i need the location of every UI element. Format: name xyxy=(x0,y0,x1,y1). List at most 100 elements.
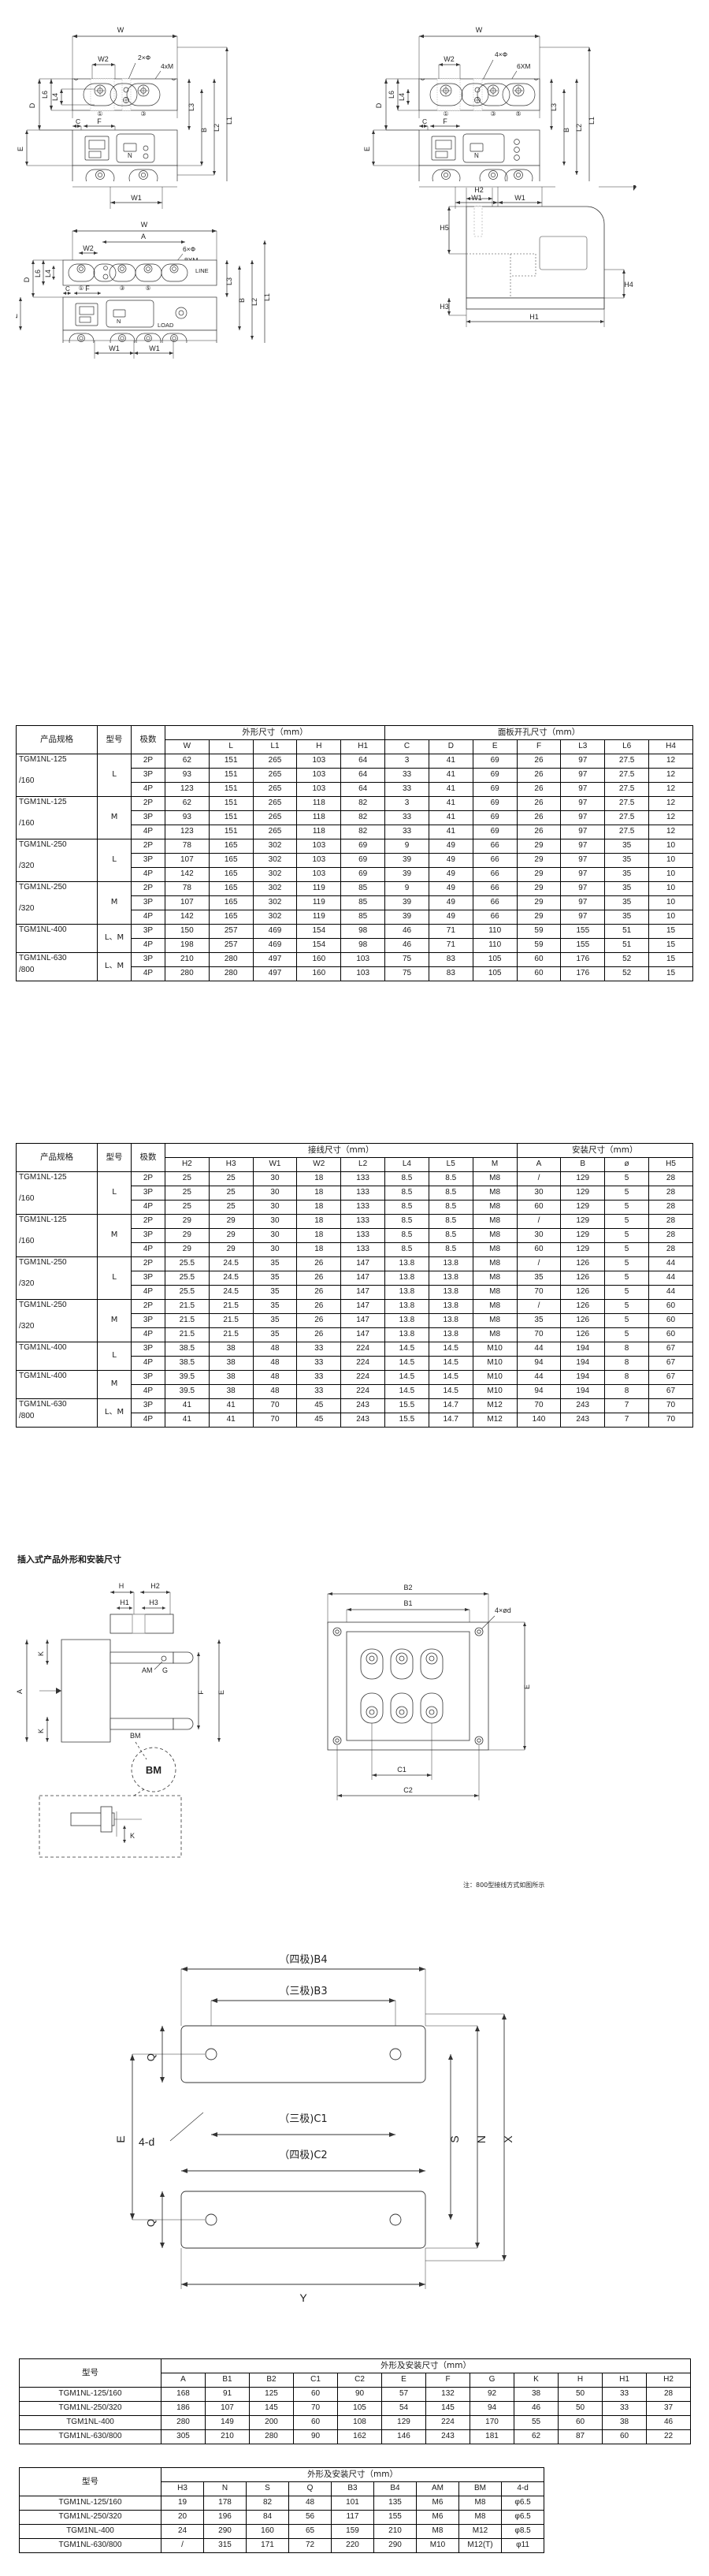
col-F-header: F xyxy=(516,739,562,754)
cell-value: 10 xyxy=(648,853,693,868)
cell-value: 30 xyxy=(252,1228,298,1243)
cell-poles: 2P xyxy=(131,796,165,811)
cell-value: 97 xyxy=(560,910,606,925)
cell-value: 145 xyxy=(425,2401,470,2416)
col-G-header: G xyxy=(470,2373,514,2388)
cell-value: 14.7 xyxy=(428,1398,473,1413)
cell-value: 69 xyxy=(472,768,518,783)
cell-value: 83 xyxy=(428,952,473,967)
table-row: 4P 38.5 38 48 33 224 14.5 14.5 M10 94 194 8 67 xyxy=(17,1356,694,1371)
cell-value: 210 xyxy=(373,2524,417,2539)
col-L6-header: L6 xyxy=(604,739,650,754)
cell-value: 10 xyxy=(648,839,693,854)
cell-value: 119 xyxy=(296,910,342,925)
cell-value: 28 xyxy=(645,2387,692,2402)
svg-text:③: ③ xyxy=(490,110,496,117)
cell-value: 119 xyxy=(296,895,342,910)
cell-value: 133 xyxy=(340,1214,385,1229)
cell-value: 469 xyxy=(252,924,298,939)
cell-value: 41 xyxy=(428,796,473,811)
cell-value: 44 xyxy=(516,1342,562,1357)
cell-value: 48 xyxy=(288,2496,332,2511)
cell-value: 101 xyxy=(331,2496,374,2511)
svg-text:A: A xyxy=(141,233,146,240)
drawing-plugin-side: H H2 H1 H3 xyxy=(16,1576,276,1915)
section-heading-plugin: 插入式产品外形和安装尺寸 xyxy=(17,1554,121,1565)
cell-value: 170 xyxy=(470,2415,514,2430)
cell-value: 15.5 xyxy=(384,1398,429,1413)
cell-value: 66 xyxy=(472,867,518,882)
svg-text:L3: L3 xyxy=(225,277,233,285)
cell-value: 97 xyxy=(560,895,606,910)
svg-text:BM: BM xyxy=(146,1764,161,1776)
col-C-header: C xyxy=(384,739,429,754)
cell-value: 69 xyxy=(472,825,518,839)
cell-value: 48 xyxy=(252,1384,298,1399)
cell-value: 50 xyxy=(558,2387,603,2402)
cell-value: 29 xyxy=(208,1242,254,1257)
col-B4-header: B4 xyxy=(373,2481,417,2496)
cell-value: 243 xyxy=(340,1398,385,1413)
cell-value: 129 xyxy=(560,1200,606,1215)
table-row: TGM1NL-400 24 290 160 65 159 210 M8 M12 φ8.5 xyxy=(19,2524,545,2539)
cell-value: 41 xyxy=(428,754,473,769)
subheader-row-plugin-b: H3 N S Q B3 B4 AM BM 4-d xyxy=(20,2481,545,2496)
cell-value: 3 xyxy=(384,796,429,811)
cell-value: 123 xyxy=(164,825,210,839)
cell-value: 28 xyxy=(648,1200,694,1215)
cell-value: φ6.5 xyxy=(500,2496,545,2511)
cell-value: 8.5 xyxy=(428,1171,473,1186)
cell-value: 14.5 xyxy=(384,1370,429,1385)
cell-poles: 3P xyxy=(131,952,165,967)
cell-value: 66 xyxy=(472,895,518,910)
cell-value: 49 xyxy=(428,895,473,910)
cell-poles: 3P xyxy=(131,810,165,825)
cell-value: 50 xyxy=(558,2401,603,2416)
cell-value: 257 xyxy=(208,924,254,939)
col-B3-header: B3 xyxy=(331,2481,374,2496)
dimension-w1-4p: W1 W1 xyxy=(16,339,370,363)
cell-value: 12 xyxy=(648,782,693,797)
cell-value: 24.5 xyxy=(208,1271,254,1286)
cell-poles: 3P xyxy=(131,1313,165,1328)
table-row: 4P 142 165 302 119 85 39 49 66 29 97 35 10 xyxy=(17,910,693,925)
svg-text:F: F xyxy=(443,117,447,125)
cell-poles: 4P xyxy=(131,1200,165,1215)
cell-value: 117 xyxy=(331,2510,374,2525)
table-row: 3P 29 29 30 18 133 8.5 8.5 M8 30 129 5 28 xyxy=(17,1228,694,1243)
cell-value: 302 xyxy=(252,881,298,896)
cell-value: 10 xyxy=(648,910,693,925)
table-wiring: 产品规格 型号 极数 接线尺寸（mm） 安装尺寸（mm） H2 H3 W1 W2 L2 L… xyxy=(15,1143,694,1428)
svg-text:L3: L3 xyxy=(187,103,195,111)
group-wiring-dims: 接线尺寸（mm） xyxy=(164,1143,518,1158)
cell-model: L xyxy=(97,1256,132,1300)
cell-value: 123 xyxy=(164,782,210,797)
svg-text:L2: L2 xyxy=(213,124,221,132)
cell-value: 84 xyxy=(246,2510,289,2525)
svg-text:W: W xyxy=(117,26,124,34)
cell-value: 25 xyxy=(164,1200,210,1215)
cell-value: 30 xyxy=(516,1186,562,1201)
cell-poles: 4P xyxy=(131,1242,165,1257)
cell-value: 107 xyxy=(164,853,210,868)
cell-value: 7 xyxy=(604,1398,649,1413)
cell-value: 5 xyxy=(604,1299,649,1314)
cell-poles: 2P xyxy=(131,839,165,854)
cell-value: 27.5 xyxy=(604,754,650,769)
cell-value: 90 xyxy=(337,2387,382,2402)
table-row: 3P 21.5 21.5 35 26 147 13.8 13.8 M8 35 126 5 60 xyxy=(17,1313,694,1328)
cell-value: 25 xyxy=(208,1171,254,1186)
cell-value: 126 xyxy=(560,1327,606,1342)
svg-text:H2: H2 xyxy=(150,1582,160,1590)
svg-text:F: F xyxy=(97,117,102,125)
cell-value: 35 xyxy=(604,910,650,925)
cell-value: 35 xyxy=(252,1299,298,1314)
cell-value: 13.8 xyxy=(384,1271,429,1286)
cell-poles: 4P xyxy=(131,1327,165,1342)
cell-value: 29 xyxy=(516,839,562,854)
cell-value: 93 xyxy=(164,810,210,825)
svg-text:E: E xyxy=(114,2135,127,2142)
svg-text:E: E xyxy=(16,314,19,318)
cell-value: 25 xyxy=(208,1200,254,1215)
cell-value: 280 xyxy=(249,2429,294,2444)
